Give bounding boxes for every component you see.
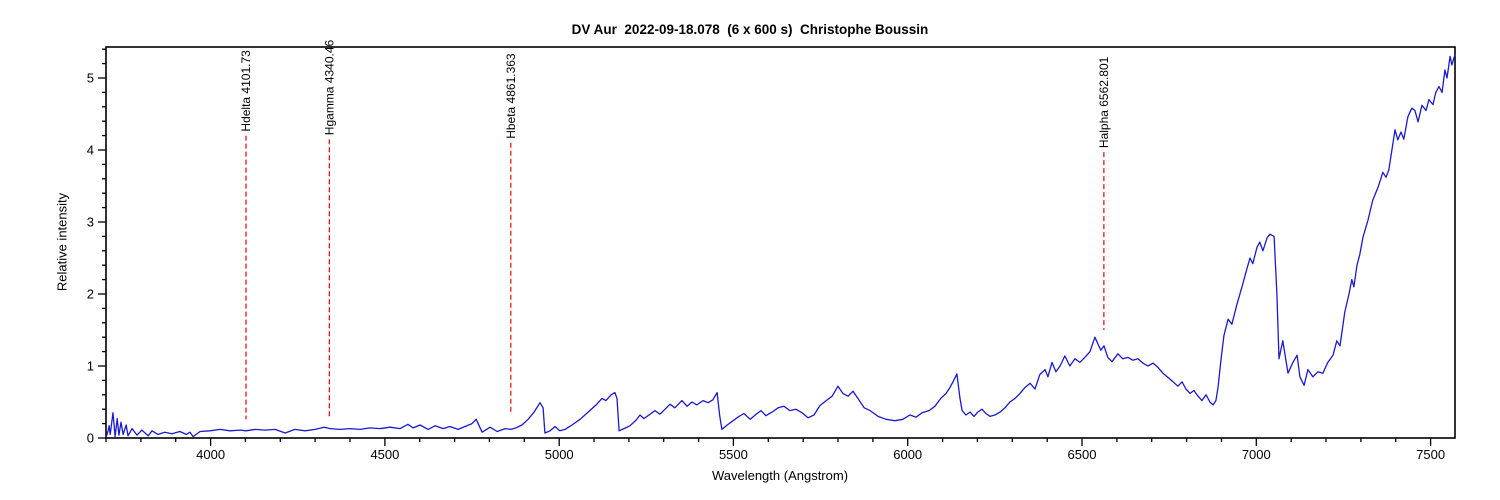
y-tick-label: 3 xyxy=(87,215,94,230)
x-tick-label: 7500 xyxy=(1416,447,1445,462)
x-tick-label: 5500 xyxy=(719,447,748,462)
x-tick-label: 5000 xyxy=(545,447,574,462)
spectral-line-label: Hbeta 4861.363 xyxy=(504,53,518,139)
spectral-line-label: Hdelta 4101.73 xyxy=(239,50,253,132)
x-axis-label: Wavelength (Angstrom) xyxy=(711,468,849,483)
x-tick-label: 6500 xyxy=(1068,447,1097,462)
y-tick-label: 0 xyxy=(87,431,94,446)
x-tick-label: 4000 xyxy=(196,447,225,462)
axes xyxy=(105,46,1456,439)
tick-labels: 4000 4500 5000 5500 6000 6500 7000 7500 0 1 2 3 4 5 xyxy=(87,71,1445,463)
spectral-line-label: Halpha 6562.801 xyxy=(1097,56,1111,148)
y-tick-label: 1 xyxy=(87,359,94,374)
spectral-line-annotations: Hdelta 4101.73 Hgamma 4340.46 Hbeta 4861.3… xyxy=(239,39,1111,420)
y-tick-label: 4 xyxy=(87,143,94,158)
spectral-line-label: Hgamma 4340.46 xyxy=(322,39,336,135)
axis-ticks xyxy=(98,48,1432,446)
spectrum-curve xyxy=(105,54,1456,438)
y-tick-label: 2 xyxy=(87,287,94,302)
y-tick-label: 5 xyxy=(87,71,94,86)
x-tick-label: 4500 xyxy=(370,447,399,462)
chart-title: DV Aur 2022-09-18.078 (6 x 600 s) Christ… xyxy=(571,22,929,37)
x-tick-label: 7000 xyxy=(1242,447,1271,462)
x-tick-label: 6000 xyxy=(893,447,922,462)
